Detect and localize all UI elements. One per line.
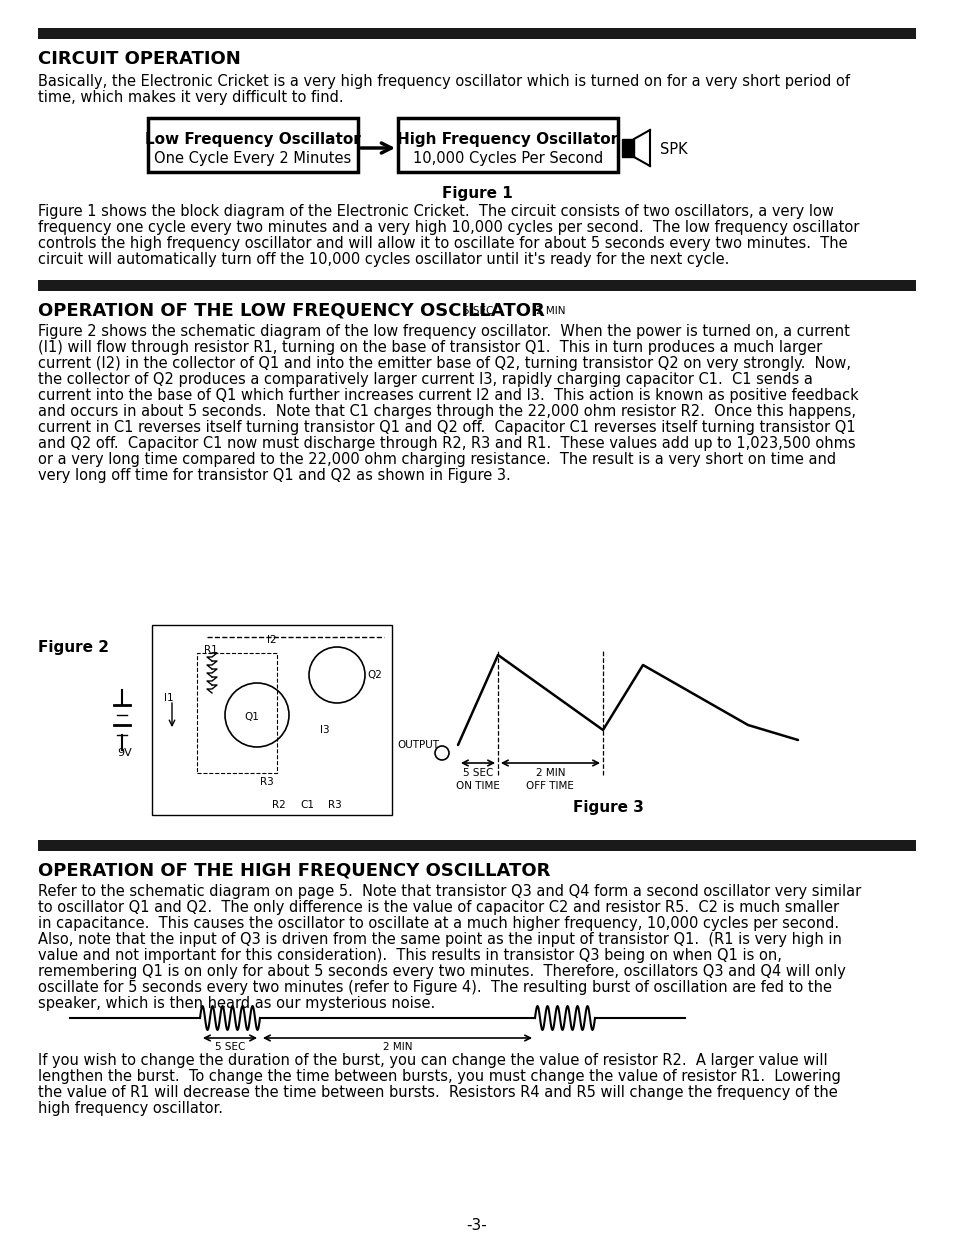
- Text: R3: R3: [260, 777, 274, 787]
- Text: 5 SEC: 5 SEC: [214, 1042, 245, 1052]
- Text: If you wish to change the duration of the burst, you can change the value of res: If you wish to change the duration of th…: [38, 1053, 827, 1068]
- Text: R3: R3: [328, 800, 341, 810]
- Text: value and not important for this consideration).  This results in transistor Q3 : value and not important for this conside…: [38, 948, 781, 963]
- Text: lengthen the burst.  To change the time between bursts, you must change the valu: lengthen the burst. To change the time b…: [38, 1070, 840, 1084]
- Bar: [621, 140, 634, 157]
- Text: very long off time for transistor Q1 and Q2 as shown in Figure 3.: very long off time for transistor Q1 and…: [38, 468, 510, 483]
- Text: in capacitance.  This causes the oscillator to oscillate at a much higher freque: in capacitance. This causes the oscillat…: [38, 916, 839, 931]
- Text: I1: I1: [164, 693, 173, 703]
- Text: High Frequency Oscillator: High Frequency Oscillator: [397, 132, 618, 147]
- Bar: [196, 653, 276, 773]
- Text: Figure 2: Figure 2: [38, 640, 109, 655]
- Text: speaker, which is then heard as our mysterious noise.: speaker, which is then heard as our myst…: [38, 995, 435, 1011]
- Text: current into the base of Q1 which further increases current I2 and I3.  This act: current into the base of Q1 which furthe…: [38, 388, 858, 403]
- Text: (I1) will flow through resistor R1, turning on the base of transistor Q1.  This : (I1) will flow through resistor R1, turn…: [38, 340, 821, 354]
- Text: circuit will automatically turn off the 10,000 cycles oscillator until it's read: circuit will automatically turn off the …: [38, 252, 729, 267]
- Text: or a very long time compared to the 22,000 ohm charging resistance.  The result : or a very long time compared to the 22,0…: [38, 452, 835, 467]
- Text: ON TIME: ON TIME: [456, 781, 499, 790]
- Text: Q1: Q1: [244, 713, 259, 722]
- Text: and occurs in about 5 seconds.  Note that C1 charges through the 22,000 ohm resi: and occurs in about 5 seconds. Note that…: [38, 404, 855, 419]
- Text: frequency one cycle every two minutes and a very high 10,000 cycles per second. : frequency one cycle every two minutes an…: [38, 220, 859, 235]
- Text: Also, note that the input of Q3 is driven from the same point as the input of tr: Also, note that the input of Q3 is drive…: [38, 932, 841, 947]
- Text: Basically, the Electronic Cricket is a very high frequency oscillator which is t: Basically, the Electronic Cricket is a v…: [38, 74, 849, 89]
- Text: the collector of Q2 produces a comparatively larger current I3, rapidly charging: the collector of Q2 produces a comparati…: [38, 372, 812, 387]
- Text: Refer to the schematic diagram on page 5.  Note that transistor Q3 and Q4 form a: Refer to the schematic diagram on page 5…: [38, 884, 861, 899]
- Text: SPK: SPK: [659, 142, 687, 157]
- Text: OPERATION OF THE LOW FREQUENCY OSCILLATOR: OPERATION OF THE LOW FREQUENCY OSCILLATO…: [38, 303, 544, 320]
- Text: oscillate for 5 seconds every two minutes (refer to Figure 4).  The resulting bu: oscillate for 5 seconds every two minute…: [38, 981, 831, 995]
- Text: 9V: 9V: [117, 748, 132, 758]
- Text: 2 MIN: 2 MIN: [536, 306, 565, 316]
- Text: I2: I2: [267, 635, 276, 645]
- Text: C1: C1: [299, 800, 314, 810]
- Text: One Cycle Every 2 Minutes: One Cycle Every 2 Minutes: [154, 151, 352, 165]
- Text: Figure 1 shows the block diagram of the Electronic Cricket.  The circuit consist: Figure 1 shows the block diagram of the …: [38, 204, 833, 219]
- Text: Figure 1: Figure 1: [441, 186, 512, 201]
- Text: and Q2 off.  Capacitor C1 now must discharge through R2, R3 and R1.  These value: and Q2 off. Capacitor C1 now must discha…: [38, 436, 855, 451]
- Bar: [397, 119, 618, 172]
- Text: I3: I3: [319, 725, 330, 735]
- Text: 5 SEC: 5 SEC: [462, 768, 493, 778]
- Text: -3-: -3-: [466, 1218, 487, 1233]
- Text: the value of R1 will decrease the time between bursts.  Resistors R4 and R5 will: the value of R1 will decrease the time b…: [38, 1086, 837, 1100]
- Text: time, which makes it very difficult to find.: time, which makes it very difficult to f…: [38, 90, 343, 105]
- Text: to oscillator Q1 and Q2.  The only difference is the value of capacitor C2 and r: to oscillator Q1 and Q2. The only differ…: [38, 900, 839, 915]
- Text: Low Frequency Oscillator: Low Frequency Oscillator: [145, 132, 360, 147]
- Bar: [38, 28, 915, 40]
- Text: OPERATION OF THE HIGH FREQUENCY OSCILLATOR: OPERATION OF THE HIGH FREQUENCY OSCILLAT…: [38, 862, 550, 881]
- Text: Q2: Q2: [367, 671, 381, 680]
- Bar: [38, 280, 915, 291]
- Text: Figure 3: Figure 3: [572, 800, 642, 815]
- Text: Figure 2 shows the schematic diagram of the low frequency oscillator.  When the : Figure 2 shows the schematic diagram of …: [38, 324, 849, 338]
- Text: R1: R1: [204, 645, 217, 655]
- Text: CIRCUIT OPERATION: CIRCUIT OPERATION: [38, 49, 240, 68]
- Bar: [148, 119, 357, 172]
- Bar: [38, 840, 915, 851]
- Text: 2 MIN: 2 MIN: [536, 768, 565, 778]
- Text: current in C1 reverses itself turning transistor Q1 and Q2 off.  Capacitor C1 re: current in C1 reverses itself turning tr…: [38, 420, 855, 435]
- Text: OUTPUT: OUTPUT: [396, 740, 438, 750]
- Text: current (I2) in the collector of Q1 and into the emitter base of Q2, turning tra: current (I2) in the collector of Q1 and …: [38, 356, 850, 370]
- Text: controls the high frequency oscillator and will allow it to oscillate for about : controls the high frequency oscillator a…: [38, 236, 846, 251]
- Text: remembering Q1 is on only for about 5 seconds every two minutes.  Therefore, osc: remembering Q1 is on only for about 5 se…: [38, 965, 845, 979]
- Text: R2: R2: [272, 800, 286, 810]
- Text: 2 MIN: 2 MIN: [382, 1042, 412, 1052]
- Text: 5 SEC: 5 SEC: [462, 306, 493, 316]
- Text: 10,000 Cycles Per Second: 10,000 Cycles Per Second: [413, 151, 602, 165]
- Bar: [152, 625, 392, 815]
- Text: high frequency oscillator.: high frequency oscillator.: [38, 1100, 223, 1116]
- Text: OFF TIME: OFF TIME: [525, 781, 574, 790]
